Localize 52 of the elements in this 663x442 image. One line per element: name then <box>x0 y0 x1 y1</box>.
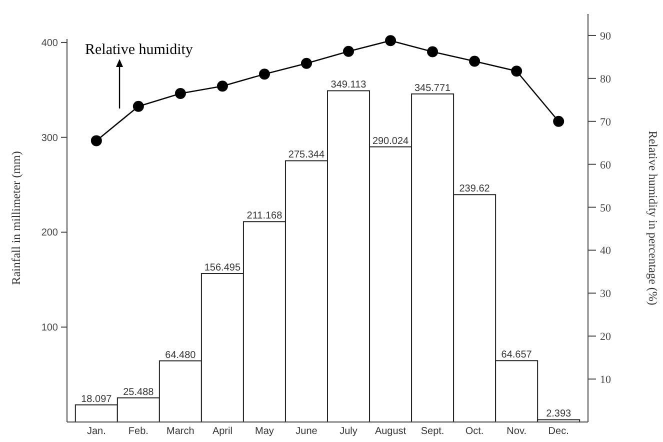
y2-tick-label: 90 <box>600 30 612 42</box>
point <box>469 56 480 67</box>
data-label: 239.62 <box>459 184 490 195</box>
x-tick-label: April <box>212 426 232 437</box>
point <box>427 46 438 58</box>
y2-tick-label: 70 <box>600 116 612 128</box>
data-label: 25.488 <box>123 386 154 398</box>
data-label: 349.113 <box>330 80 367 91</box>
data-label: 18.097 <box>81 394 112 405</box>
x-tick-label: July <box>340 426 358 437</box>
point <box>90 135 102 146</box>
data-label: 64.480 <box>165 350 196 361</box>
point <box>216 80 228 92</box>
y2-axis-title: Relative humidity in percentage (%) <box>646 130 660 306</box>
y-tick-label: 200 <box>41 228 58 239</box>
y2-tick-label: 30 <box>600 288 612 300</box>
data-label: 64.657 <box>501 350 532 361</box>
x-tick-label: March <box>166 426 194 437</box>
data-label: 211.168 <box>246 210 283 222</box>
x-tick-label: Sept. <box>420 426 444 437</box>
x-tick-label: Feb. <box>128 426 148 437</box>
y2-tick-label: 80 <box>600 73 612 86</box>
x-tick-label: Nov. <box>506 426 526 437</box>
y-tick-label: 100 <box>41 322 58 334</box>
point <box>385 35 396 46</box>
y2-tick-label: 50 <box>600 202 612 214</box>
data-label: 290.024 <box>372 136 410 147</box>
point <box>511 66 522 77</box>
data-label: 275.344 <box>288 150 325 161</box>
point <box>553 116 564 127</box>
data-label: 2.393 <box>546 408 572 420</box>
y2-tick-label: 60 <box>600 159 612 172</box>
y2-tick-label: 20 <box>600 331 612 344</box>
data-label: 345.771 <box>414 82 452 94</box>
annotation: Relative humidity <box>85 42 194 58</box>
point <box>300 58 312 69</box>
point <box>258 68 270 80</box>
x-tick-label: June <box>296 426 318 437</box>
x-tick-label: Dec. <box>548 426 569 437</box>
y2-tick-label: 40 <box>600 245 612 258</box>
y-tick-label: 300 <box>41 132 58 144</box>
y-axis-title: Rainfall in millimeter (mm) <box>9 151 23 285</box>
y-tick-label: 400 <box>41 38 58 49</box>
point <box>174 88 186 99</box>
x-tick-label: August <box>374 426 406 437</box>
x-tick-label: Oct. <box>465 426 484 437</box>
point <box>132 100 144 112</box>
x-tick-label: Jan. <box>86 426 106 437</box>
y2-tick-label: 10 <box>600 374 612 386</box>
x-tick-label: May <box>255 426 274 437</box>
data-label: 156.495 <box>204 262 241 274</box>
point <box>343 46 354 57</box>
